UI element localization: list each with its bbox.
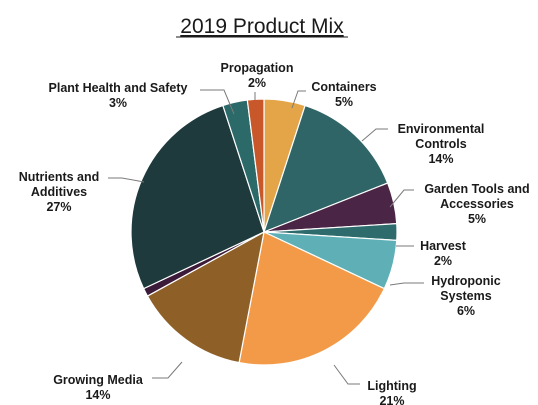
label-garden-tools-and-accessories: Garden Tools and Accessories 5% [424,182,529,226]
slice-lighting [238,231,386,366]
label-propagation: Propagation 2% [221,61,294,90]
leader-lighting [333,364,360,385]
leader-growing-media [152,361,183,379]
label-containers: Containers 5% [311,80,376,109]
leader-hydroponic-systems [389,282,424,286]
leader-lines [108,89,424,385]
pie-slices [130,98,398,366]
label-growing-media: Growing Media 14% [53,373,144,402]
label-harvest: Harvest 2% [420,239,467,268]
slice-growing-media [146,230,265,364]
leader-plant-health-and-safety [200,89,235,115]
label-hydroponic-systems: Hydroponic Systems 6% [431,274,500,318]
label-nutrients-and-additives: Nutrients and Additives 27% [19,170,100,214]
label-lighting: Lighting 21% [367,379,416,405]
leader-garden-tools-and-accessories [389,189,414,208]
slice-propagation [246,98,265,233]
label-plant-health-and-safety: Plant Health and Safety 3% [49,81,188,110]
leader-environmental-controls [361,128,388,142]
label-environmental-controls: Environmental Controls 14% [398,122,485,166]
slice-environmental-controls [263,104,389,234]
leader-nutrients-and-additives [108,177,145,183]
leader-containers [291,90,306,109]
chart-title: 2019 Product Mix [180,15,344,38]
slice-nutrients-and-additives [130,104,265,290]
slice-labels: Containers 5% Environmental Controls 14% Gard… [19,61,530,405]
